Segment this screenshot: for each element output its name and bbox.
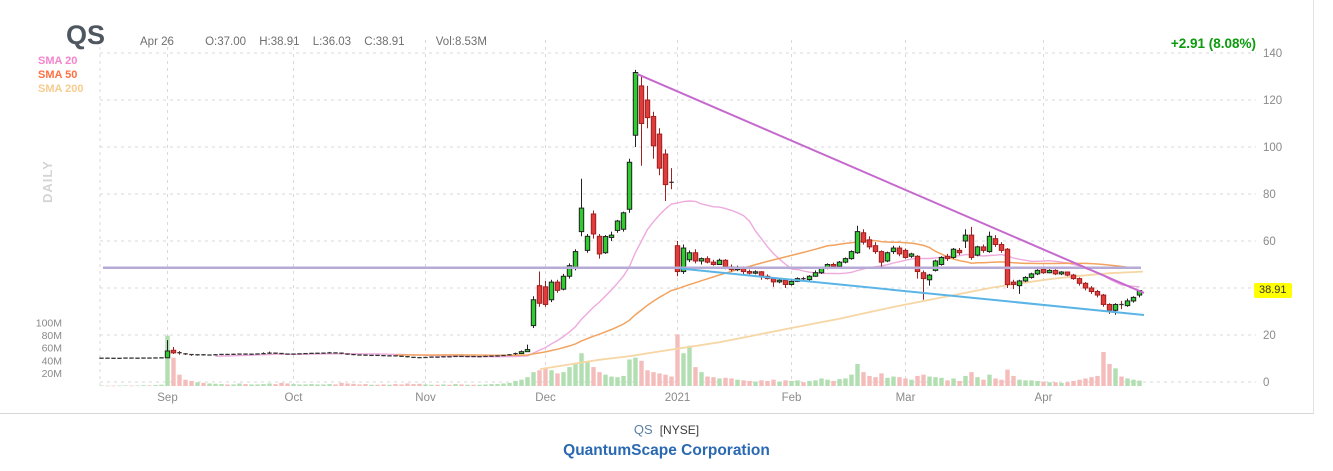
svg-text:60M: 60M [42, 343, 62, 355]
open-value: O:37.00 [205, 36, 247, 48]
svg-text:Dec: Dec [535, 392, 556, 404]
svg-text:Oct: Oct [285, 392, 304, 404]
footer-symbol-line: QS [NYSE] [0, 421, 1333, 439]
svg-text:100M: 100M [36, 318, 62, 330]
volume-value: Vol:8.53M [435, 36, 487, 48]
svg-text:80: 80 [1263, 189, 1276, 201]
timeframe-label: DAILY [40, 160, 55, 203]
high-value: H:38.91 [259, 36, 300, 48]
sma50-line [395, 239, 1140, 356]
svg-text:Feb: Feb [782, 392, 802, 404]
svg-text:2021: 2021 [665, 392, 691, 404]
quote-date: Apr 26 [140, 36, 174, 48]
legend-sma20: SMA 20 [38, 55, 78, 67]
low-value: L:36.03 [312, 36, 352, 48]
chart-widget: 0 20 60 80 100 120 140 Sep Oct Nov Dec 2021 Feb Mar Ap… [0, 0, 1314, 414]
grid-layer [99, 40, 1256, 385]
legend-sma200: SMA 200 [38, 83, 84, 95]
axis-label-layer: 0 20 60 80 100 120 140 Sep Oct Nov Dec 2021 Feb Mar Ap… [36, 48, 1282, 404]
sma200-line [539, 270, 1144, 370]
lower-support-trendline[interactable] [679, 267, 1145, 317]
svg-text:Nov: Nov [415, 392, 436, 404]
sma-legend: SMA 20 SMA 50 SMA 200 [38, 54, 83, 96]
ticker-symbol: QS [66, 20, 106, 50]
svg-text:20M: 20M [42, 368, 62, 380]
close-value: C:38.91 [364, 36, 405, 48]
last-price-tag: 38.91 [1254, 282, 1292, 298]
svg-text:Apr: Apr [1035, 392, 1053, 404]
footer-symbol: QS [633, 422, 653, 437]
price-change: +2.91 (8.08%) [1170, 36, 1256, 51]
svg-text:20: 20 [1263, 330, 1276, 342]
legend-sma50: SMA 50 [38, 69, 78, 81]
sma-layer [215, 200, 1144, 370]
svg-text:40M: 40M [42, 355, 62, 367]
sma20-line [215, 200, 1140, 358]
footer-exchange: [NYSE] [659, 423, 700, 437]
descending-trendline[interactable] [636, 72, 1145, 294]
svg-text:100: 100 [1263, 142, 1282, 154]
svg-text:0: 0 [1263, 377, 1269, 389]
volume-layer [99, 334, 1142, 387]
svg-text:60: 60 [1263, 236, 1276, 248]
ohlc-readout: Apr 26 O:37.00 H:38.91 L:36.03 C:38.91 V… [140, 36, 497, 48]
chart-footer: QS [NYSE] QuantumScape Corporation [0, 421, 1333, 460]
svg-text:120: 120 [1263, 95, 1282, 107]
svg-text:140: 140 [1263, 48, 1282, 60]
svg-text:Mar: Mar [896, 392, 916, 404]
company-name: QuantumScape Corporation [563, 442, 770, 459]
price-chart[interactable]: 0 20 60 80 100 120 140 Sep Oct Nov Dec 2021 Feb Mar Ap… [0, 0, 1313, 413]
candlestick-layer [99, 69, 1143, 359]
svg-text:Sep: Sep [157, 392, 177, 404]
svg-text:80M: 80M [42, 330, 62, 342]
trendline-layer [103, 72, 1145, 317]
